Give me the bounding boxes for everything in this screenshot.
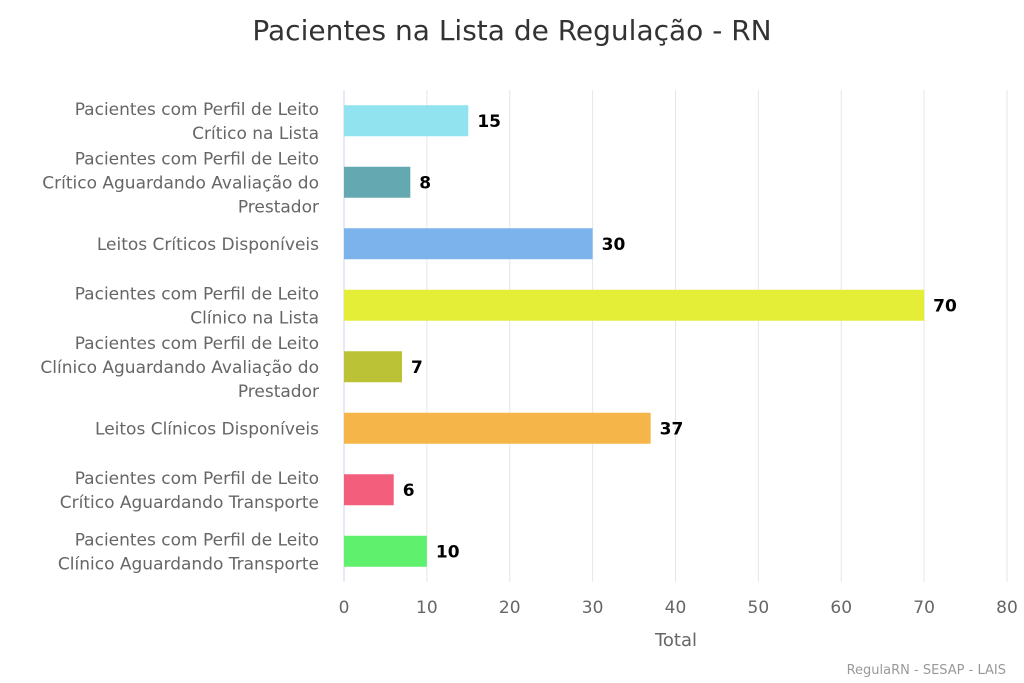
- category-label-line: Pacientes com Perfil de Leito: [75, 284, 319, 304]
- category-label: Pacientes com Perfil de Leito Crítico na …: [75, 100, 319, 144]
- x-axis-ticks: 0 10 20 30 40 50 60 70 80: [339, 598, 1018, 618]
- x-tick-label: 80: [996, 598, 1018, 618]
- category-labels: Pacientes com Perfil de Leito Crítico na …: [40, 100, 319, 575]
- chart-title: Pacientes na Lista de Regulação - RN: [252, 14, 771, 47]
- category-label: Pacientes com Perfil de Leito Clínico Agu…: [58, 530, 319, 574]
- x-tick-label: 10: [416, 598, 438, 618]
- bar[interactable]: [344, 289, 925, 321]
- category-label-line: Clínico Aguardando Avaliação do: [40, 358, 319, 378]
- category-label-line: Crítico na Lista: [192, 124, 319, 144]
- x-tick-label: 70: [913, 598, 935, 618]
- category-label: Pacientes com Perfil de Leito Clínico na …: [75, 284, 319, 328]
- data-label: 30: [602, 235, 626, 255]
- bar[interactable]: [344, 166, 411, 198]
- bar[interactable]: [344, 228, 593, 260]
- category-label-line: Pacientes com Perfil de Leito: [75, 469, 319, 489]
- data-label: 15: [477, 112, 501, 132]
- bar[interactable]: [344, 412, 651, 444]
- category-label-line: Crítico Aguardando Transporte: [60, 493, 319, 513]
- data-label: 8: [419, 173, 431, 193]
- category-label-line: Prestador: [238, 382, 319, 402]
- x-tick-label: 40: [665, 598, 687, 618]
- x-tick-label: 30: [582, 598, 604, 618]
- category-label-line: Pacientes com Perfil de Leito: [75, 530, 319, 550]
- bar[interactable]: [344, 351, 403, 383]
- x-tick-label: 20: [499, 598, 521, 618]
- category-label-line: Pacientes com Perfil de Leito: [75, 100, 319, 120]
- data-label: 70: [933, 296, 957, 316]
- category-label-line: Clínico Aguardando Transporte: [58, 554, 319, 574]
- category-label: Pacientes com Perfil de Leito Crítico Agu…: [42, 149, 319, 217]
- category-label-line: Pacientes com Perfil de Leito: [75, 334, 319, 354]
- bars: 15 8 30 70 7 37 6 10: [344, 105, 957, 567]
- data-label: 10: [436, 542, 460, 562]
- data-label: 7: [411, 358, 423, 378]
- category-label-line: Pacientes com Perfil de Leito: [75, 149, 319, 169]
- grid-lines: [343, 90, 1008, 582]
- category-label: Pacientes com Perfil de Leito Clínico Agu…: [40, 334, 319, 402]
- category-label: Pacientes com Perfil de Leito Crítico Agu…: [60, 469, 319, 513]
- x-tick-label: 0: [339, 598, 350, 618]
- bar[interactable]: [344, 474, 394, 506]
- bar[interactable]: [344, 105, 469, 137]
- category-label-line: Prestador: [238, 197, 319, 217]
- category-label: Leitos Críticos Disponíveis: [97, 235, 319, 255]
- x-axis-title: Total: [654, 630, 697, 651]
- x-tick-label: 50: [748, 598, 770, 618]
- category-label-line: Clínico na Lista: [190, 308, 319, 328]
- category-label-line: Leitos Críticos Disponíveis: [97, 235, 319, 255]
- category-label-line: Leitos Clínicos Disponíveis: [95, 419, 319, 439]
- category-label: Leitos Clínicos Disponíveis: [95, 419, 319, 439]
- credits-text: RegulaRN - SESAP - LAIS: [847, 663, 1006, 678]
- category-label-line: Crítico Aguardando Avaliação do: [42, 173, 319, 193]
- bar[interactable]: [344, 535, 427, 567]
- data-label: 6: [403, 481, 415, 501]
- x-tick-label: 60: [830, 598, 852, 618]
- data-label: 37: [660, 419, 684, 439]
